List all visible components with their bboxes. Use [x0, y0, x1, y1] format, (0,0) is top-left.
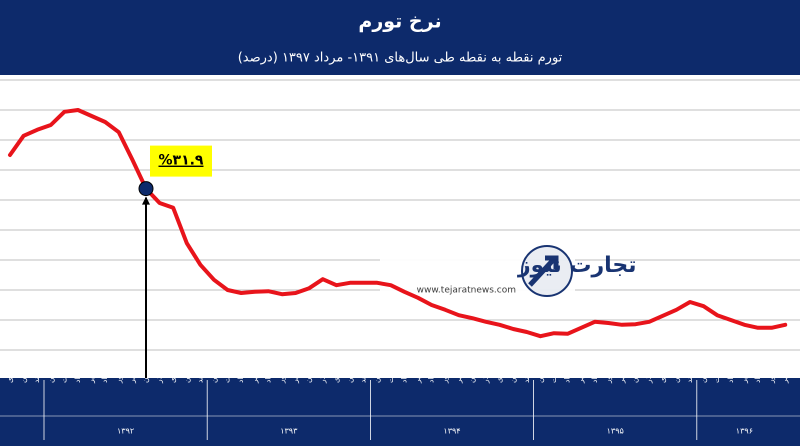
x-tick-label: اردیبهشت	[712, 352, 721, 383]
x-tick-label: مرداد	[753, 366, 762, 383]
x-tick-label: اردیبهشت	[223, 352, 232, 383]
x-tick-label: تیر	[739, 375, 748, 385]
x-axis: دی بهمن اسفند فروردین اردیبهشت خرداد تیر مرداد ش…	[0, 352, 800, 440]
axis-band	[0, 378, 800, 446]
x-tick-label: شهریور	[603, 360, 612, 384]
x-tick-label: شهریور	[277, 360, 286, 384]
x-tick-label: مهر	[454, 371, 463, 384]
x-tick-label: مهر	[780, 371, 789, 384]
year-label: ۱۳۹۶	[736, 427, 753, 436]
x-tick-label: اردیبهشت	[386, 352, 395, 383]
x-tick-label: آبان	[630, 370, 640, 383]
x-tick-label: مرداد	[263, 366, 272, 383]
x-tick-label: بهمن	[671, 367, 680, 383]
marker	[138, 181, 154, 197]
x-tick-label: خرداد	[563, 365, 572, 383]
x-tick-label: شهریور	[440, 360, 449, 384]
x-tick-label: بهمن	[345, 367, 354, 383]
x-tick-label: آبان	[303, 370, 313, 383]
year-label: ۱۳۹۳	[280, 427, 298, 436]
x-tick-label: تیر	[413, 375, 422, 385]
plot: %۳۱.۹	[8, 108, 788, 378]
logo-arrow	[528, 255, 559, 287]
x-tick-label: تیر	[576, 375, 585, 385]
x-tick-label: آذر	[643, 373, 653, 384]
label-box	[150, 145, 212, 177]
x-tick-label: دی	[331, 374, 340, 383]
x-tick-label: مرداد	[100, 366, 109, 383]
x-tick-label: مرداد	[590, 366, 599, 383]
x-tick-label: شهریور	[767, 360, 776, 384]
x-tick-label: اردیبهشت	[59, 352, 68, 383]
x-tick-label: مهر	[127, 371, 136, 384]
x-tick-label: اردیبهشت	[549, 352, 558, 383]
x-tick-label: بهمن	[182, 367, 191, 383]
x-tick-label: اسفند	[32, 365, 41, 383]
x-tick-label: بهمن	[508, 367, 517, 383]
x-tick-label: دی	[495, 374, 504, 383]
x-tick-label: اسفند	[522, 365, 531, 383]
x-tick-label: بهمن	[19, 367, 28, 383]
x-tick-label: خرداد	[726, 365, 735, 383]
x-tick-label: مهر	[291, 371, 300, 384]
x-tick-label: دی	[168, 374, 177, 383]
x-tick-label: خرداد	[399, 365, 408, 383]
x-tick-label: مرداد	[427, 366, 436, 383]
x-tick-label: آذر	[480, 373, 490, 384]
value-label: %۳۱.۹	[159, 153, 204, 169]
x-tick-label: فروردین	[372, 356, 381, 383]
watermark: تجارت نیوز www.tejaratnews.com	[380, 242, 637, 300]
x-tick-label: اسفند	[195, 365, 204, 383]
year-label: ۱۳۹۵	[607, 427, 624, 436]
x-tick-label: دی	[5, 374, 14, 383]
watermark-url: www.tejaratnews.com	[417, 286, 516, 296]
x-tick-label: آبان	[466, 370, 476, 383]
x-tick-label: دی	[658, 374, 667, 383]
year-label: ۱۳۹۴	[443, 427, 460, 436]
x-tick-label: فروردین	[46, 356, 55, 383]
pointer-arrow-head	[142, 196, 150, 205]
chart-title: نرخ تورم	[358, 11, 441, 33]
year-label: ۱۳۹۲	[117, 427, 134, 436]
x-tick-label: مهر	[617, 371, 626, 384]
x-tick-label: تیر	[87, 375, 96, 385]
x-tick-label: فروردین	[209, 356, 218, 383]
watermark-title: تجارت نیوز	[517, 253, 637, 278]
x-tick-label: آذر	[317, 373, 327, 384]
header-band	[0, 0, 800, 75]
x-tick-label: خرداد	[73, 365, 82, 383]
x-tick-label: اسفند	[685, 365, 694, 383]
x-tick-label: فروردین	[535, 356, 544, 383]
chart-subtitle: تورم نقطه به نقطه طی سال‌های ۱۳۹۱- مرداد…	[238, 51, 563, 66]
x-tick-label: اسفند	[359, 365, 368, 383]
x-tick-label: خرداد	[236, 365, 245, 383]
line	[8, 108, 788, 339]
x-tick-label: تیر	[250, 375, 259, 385]
x-tick-label: شهریور	[114, 360, 123, 384]
x-tick-label: آذر	[154, 373, 164, 384]
x-tick-label: فروردین	[699, 356, 708, 383]
